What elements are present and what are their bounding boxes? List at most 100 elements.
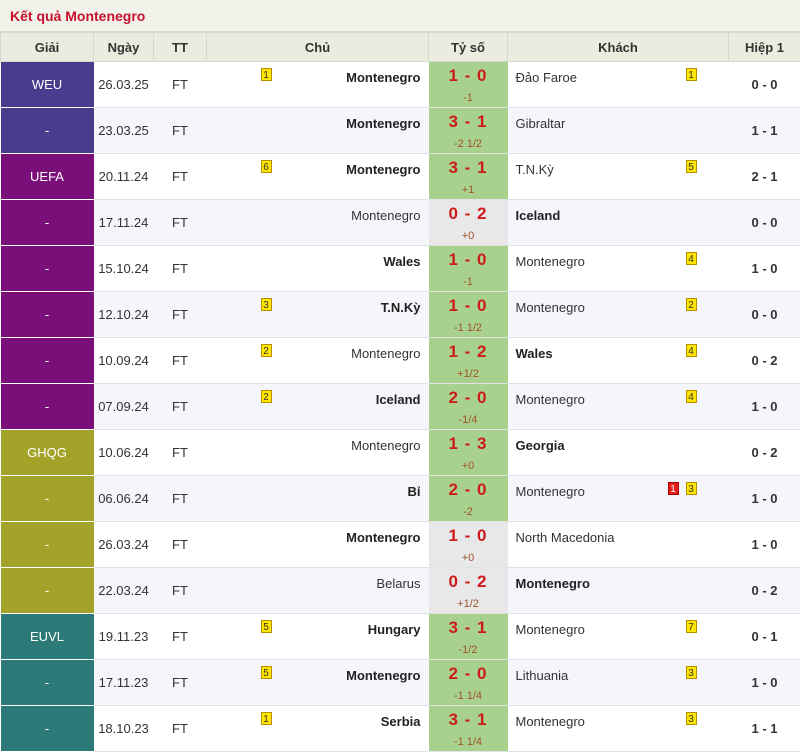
away-team-cell[interactable]: Montenegro	[507, 567, 729, 614]
league-cell[interactable]: GHQG	[0, 429, 94, 476]
col-header-score[interactable]: Tỷ số	[428, 32, 508, 62]
score-cell[interactable]: 0 - 2 +0	[428, 199, 508, 246]
away-team-name[interactable]: Montenegro	[515, 484, 585, 499]
away-team-cell[interactable]: Gibraltar	[507, 107, 729, 154]
score-cell[interactable]: 2 - 0 -2	[428, 475, 508, 522]
league-cell[interactable]: -	[0, 475, 94, 522]
home-team-cell[interactable]: 1 Serbia	[206, 705, 429, 752]
table-row[interactable]: GHQG 10.06.24 FT Montenegro 1 - 3 +0 Georgia 0 …	[0, 429, 800, 476]
league-cell[interactable]: -	[0, 291, 94, 338]
away-team-name[interactable]: Wales	[515, 346, 553, 361]
table-row[interactable]: -17.11.24 FT Montenegro 0 - 2 +0 Iceland 0 - 0	[0, 199, 800, 246]
home-team-name[interactable]: Montenegro	[346, 162, 421, 177]
home-team-name[interactable]: Wales	[383, 254, 421, 269]
home-team-name[interactable]: Iceland	[375, 392, 421, 407]
home-team-cell[interactable]: 1 Montenegro	[206, 61, 429, 108]
col-header-half[interactable]: Hiệp 1	[728, 32, 800, 62]
home-team-name[interactable]: Belarus	[376, 576, 421, 591]
away-team-name[interactable]: Gibraltar	[515, 116, 566, 131]
table-row[interactable]: WEU 26.03.25 FT 1 Montenegro 1 - 0 -1 Đảo Faroe…	[0, 61, 800, 108]
col-header-away[interactable]: Khách	[507, 32, 729, 62]
away-team-cell[interactable]: Montenegro 7	[507, 613, 729, 660]
table-row[interactable]: UEFA 20.11.24 FT 6 Montenegro 3 - 1 +1 T.N.Kỳ 5 2…	[0, 153, 800, 200]
table-row[interactable]: -22.03.24 FT Belarus 0 - 2 +1/2 Montenegro 0 -…	[0, 567, 800, 614]
table-row[interactable]: EUVL 19.11.23 FT 5 Hungary 3 - 1 -1/2 Montenegr…	[0, 613, 800, 660]
away-team-name[interactable]: North Macedonia	[515, 530, 615, 545]
home-team-name[interactable]: T.N.Kỳ	[380, 300, 421, 315]
away-team-name[interactable]: Montenegro	[515, 300, 585, 315]
score-cell[interactable]: 0 - 2 +1/2	[428, 567, 508, 614]
score-cell[interactable]: 3 - 1 -1 1/4	[428, 705, 508, 752]
home-team-name[interactable]: Montenegro	[351, 208, 421, 223]
league-cell[interactable]: EUVL	[0, 613, 94, 660]
home-team-cell[interactable]: Montenegro	[206, 107, 429, 154]
score-cell[interactable]: 3 - 1 -1/2	[428, 613, 508, 660]
table-row[interactable]: -06.06.24 FT Bỉ 2 - 0 -2 Montenegro 1 3 1 - 0	[0, 475, 800, 522]
col-header-home[interactable]: Chủ	[206, 32, 429, 62]
home-team-name[interactable]: Montenegro	[351, 438, 421, 453]
score-cell[interactable]: 2 - 0 -1/4	[428, 383, 508, 430]
league-cell[interactable]: -	[0, 199, 94, 246]
league-cell[interactable]: -	[0, 245, 94, 292]
home-team-name[interactable]: Serbia	[380, 714, 421, 729]
table-row[interactable]: -23.03.25 FT Montenegro 3 - 1 -2 1/2 Gibralta…	[0, 107, 800, 154]
away-team-name[interactable]: Lithuania	[515, 668, 569, 683]
league-cell[interactable]: -	[0, 107, 94, 154]
league-cell[interactable]: -	[0, 521, 94, 568]
table-row[interactable]: -18.10.23 FT 1 Serbia 3 - 1 -1 1/4 Montenegro 3…	[0, 705, 800, 752]
home-team-name[interactable]: Montenegro	[346, 668, 421, 683]
away-team-cell[interactable]: Lithuania 3	[507, 659, 729, 706]
home-team-cell[interactable]: Montenegro	[206, 429, 429, 476]
away-team-name[interactable]: Georgia	[515, 438, 565, 453]
home-team-name[interactable]: Montenegro	[346, 70, 421, 85]
score-cell[interactable]: 2 - 0 -1 1/4	[428, 659, 508, 706]
home-team-name[interactable]: Montenegro	[351, 346, 421, 361]
away-team-name[interactable]: Montenegro	[515, 622, 585, 637]
home-team-cell[interactable]: 3 T.N.Kỳ	[206, 291, 429, 338]
score-cell[interactable]: 1 - 0 -1	[428, 245, 508, 292]
home-team-name[interactable]: Montenegro	[346, 116, 421, 131]
league-cell[interactable]: -	[0, 337, 94, 384]
home-team-cell[interactable]: 5 Hungary	[206, 613, 429, 660]
away-team-cell[interactable]: Montenegro 4	[507, 383, 729, 430]
away-team-cell[interactable]: T.N.Kỳ 5	[507, 153, 729, 200]
away-team-name[interactable]: T.N.Kỳ	[515, 162, 554, 177]
col-header-league[interactable]: Giải	[0, 32, 94, 62]
away-team-cell[interactable]: Iceland	[507, 199, 729, 246]
league-cell[interactable]: -	[0, 705, 94, 752]
league-cell[interactable]: UEFA	[0, 153, 94, 200]
away-team-cell[interactable]: Montenegro 4	[507, 245, 729, 292]
away-team-cell[interactable]: Georgia	[507, 429, 729, 476]
league-cell[interactable]: -	[0, 383, 94, 430]
away-team-name[interactable]: Montenegro	[515, 576, 590, 591]
away-team-name[interactable]: Montenegro	[515, 392, 585, 407]
away-team-cell[interactable]: North Macedonia	[507, 521, 729, 568]
away-team-cell[interactable]: Montenegro 1 3	[507, 475, 729, 522]
league-cell[interactable]: WEU	[0, 61, 94, 108]
away-team-name[interactable]: Montenegro	[515, 714, 585, 729]
home-team-cell[interactable]: 6 Montenegro	[206, 153, 429, 200]
home-team-cell[interactable]: Montenegro	[206, 199, 429, 246]
home-team-name[interactable]: Hungary	[367, 622, 421, 637]
table-row[interactable]: -10.09.24 FT 2 Montenegro 1 - 2 +1/2 Wales 4 0 -…	[0, 337, 800, 384]
score-cell[interactable]: 1 - 2 +1/2	[428, 337, 508, 384]
league-cell[interactable]: -	[0, 567, 94, 614]
home-team-cell[interactable]: Bỉ	[206, 475, 429, 522]
away-team-name[interactable]: Đảo Faroe	[515, 70, 577, 85]
away-team-cell[interactable]: Wales 4	[507, 337, 729, 384]
home-team-cell[interactable]: Wales	[206, 245, 429, 292]
home-team-cell[interactable]: 2 Iceland	[206, 383, 429, 430]
score-cell[interactable]: 1 - 0 +0	[428, 521, 508, 568]
away-team-cell[interactable]: Montenegro 3	[507, 705, 729, 752]
home-team-cell[interactable]: Belarus	[206, 567, 429, 614]
home-team-cell[interactable]: 5 Montenegro	[206, 659, 429, 706]
home-team-name[interactable]: Bỉ	[407, 484, 421, 499]
score-cell[interactable]: 1 - 3 +0	[428, 429, 508, 476]
table-row[interactable]: -17.11.23 FT 5 Montenegro 2 - 0 -1 1/4 Lithuan…	[0, 659, 800, 706]
score-cell[interactable]: 1 - 0 -1	[428, 61, 508, 108]
score-cell[interactable]: 1 - 0 -1 1/2	[428, 291, 508, 338]
table-row[interactable]: -12.10.24 FT 3 T.N.Kỳ 1 - 0 -1 1/2 Montenegro 2…	[0, 291, 800, 338]
score-cell[interactable]: 3 - 1 +1	[428, 153, 508, 200]
table-row[interactable]: -26.03.24 FT Montenegro 1 - 0 +0 North Macedo…	[0, 521, 800, 568]
league-cell[interactable]: -	[0, 659, 94, 706]
